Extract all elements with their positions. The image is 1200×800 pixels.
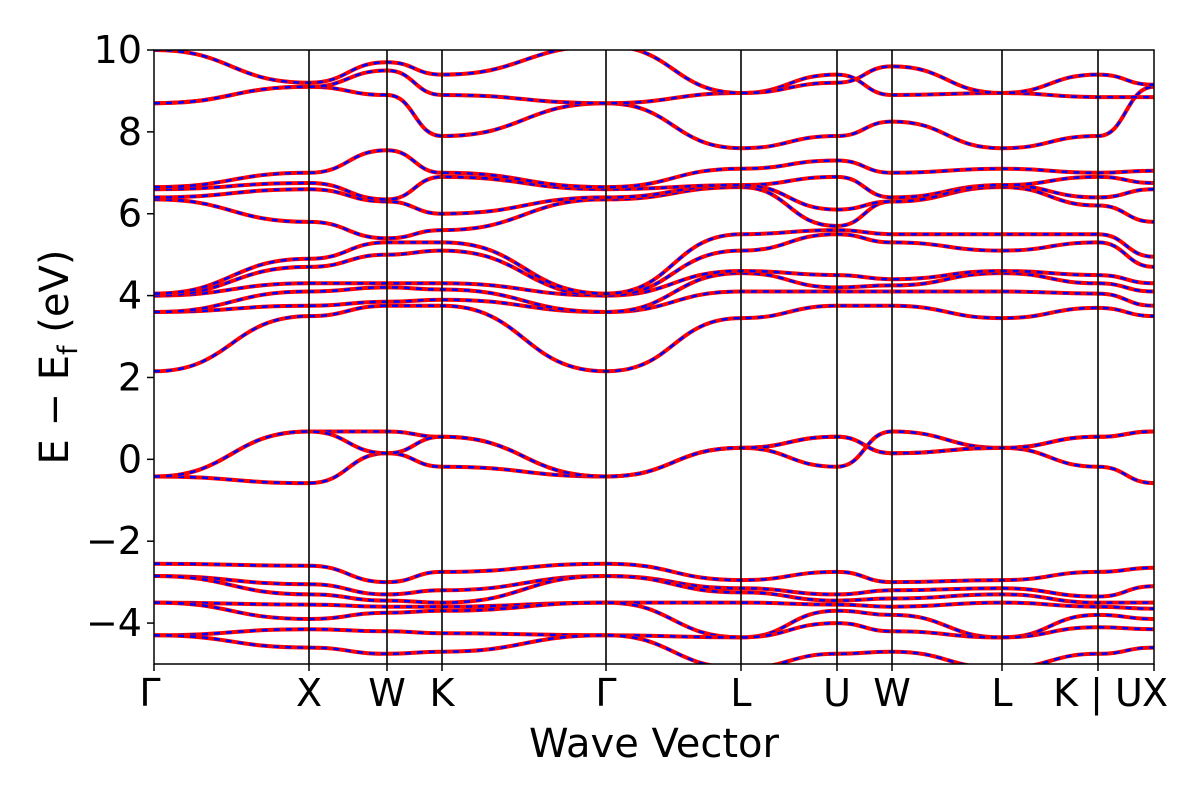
- band-line-blue-dashed: [154, 574, 1154, 598]
- band-17: [154, 561, 1154, 585]
- y-axis-label: E − Ef (eV): [32, 250, 84, 465]
- x-tick-label: U: [823, 671, 851, 715]
- band-line-red: [154, 633, 1154, 664]
- band-line-blue-dashed: [154, 290, 1154, 314]
- band-14: [154, 84, 1154, 151]
- y-tick-label: 10: [94, 28, 142, 72]
- x-tick-label: L: [730, 671, 751, 715]
- x-tick-label: Γ: [139, 671, 160, 715]
- band-5: [154, 289, 1154, 315]
- band-12: [154, 174, 1154, 212]
- band-line-blue-dashed: [154, 430, 1154, 485]
- band-line-blue-dashed: [154, 601, 1154, 610]
- band-9: [154, 228, 1154, 296]
- y-axis-label-subscript: f: [53, 344, 84, 355]
- band-6: [154, 271, 1154, 315]
- band-line-red: [154, 232, 1154, 298]
- band-19: [154, 573, 1154, 605]
- y-axis-label-main: E − E: [32, 355, 78, 465]
- band-line-blue-dashed: [154, 228, 1154, 295]
- band-20: [154, 600, 1154, 611]
- x-tick-label: K: [430, 671, 456, 715]
- band-line-red: [154, 573, 1154, 605]
- band-line-red: [154, 561, 1154, 585]
- band-line-red: [154, 303, 1154, 374]
- band-21: [154, 600, 1154, 640]
- y-tick-label: 0: [118, 437, 142, 481]
- band-line-red: [154, 68, 1154, 106]
- band-18: [154, 573, 1154, 599]
- band-line-blue-dashed: [154, 621, 1154, 639]
- y-axis-ticks: −4 −2 0 2 4 6 8 10: [86, 28, 154, 645]
- band-line-blue-dashed: [154, 69, 1154, 105]
- y-tick-label: −2: [86, 519, 142, 563]
- band-22: [154, 621, 1154, 640]
- band-line-blue-dashed: [154, 50, 1154, 95]
- band-line-red: [154, 84, 1154, 151]
- band-13: [154, 148, 1154, 190]
- band-line-blue-dashed: [154, 185, 1154, 240]
- band-line-red: [154, 600, 1154, 611]
- y-tick-label: 8: [118, 110, 142, 154]
- band-line-red: [154, 600, 1154, 640]
- x-tick-label: W: [368, 671, 406, 715]
- band-line-blue-dashed: [154, 634, 1154, 664]
- band-line-blue-dashed: [154, 304, 1154, 373]
- y-tick-label: 6: [118, 192, 142, 236]
- band-line-blue-dashed: [154, 85, 1154, 150]
- band-7: [154, 268, 1154, 298]
- x-tick-label: Γ: [595, 671, 616, 715]
- band-4: [154, 303, 1154, 374]
- x-tick-label: X: [1142, 671, 1168, 715]
- band-1: [154, 429, 1154, 486]
- band-16: [154, 50, 1154, 96]
- x-tick-label: K | U: [1053, 671, 1143, 716]
- band-line-red: [154, 621, 1154, 640]
- y-tick-label: 4: [118, 274, 142, 318]
- band-line-blue-dashed: [154, 232, 1154, 297]
- high-symmetry-lines: [308, 50, 1099, 664]
- band-lines: [154, 50, 1154, 664]
- band-line-red: [154, 429, 1154, 486]
- band-line-red: [154, 268, 1154, 298]
- band-23: [154, 633, 1154, 664]
- band-3: [154, 429, 1154, 479]
- y-axis-label-unit: (eV): [32, 250, 78, 346]
- band-line-blue-dashed: [154, 149, 1154, 189]
- band-line-red: [154, 429, 1154, 486]
- x-tick-label: W: [873, 671, 911, 715]
- x-tick-label: L: [991, 671, 1012, 715]
- y-tick-label: 2: [118, 355, 142, 399]
- band-8: [154, 232, 1154, 298]
- y-tick-label: −4: [86, 601, 142, 645]
- band-line-red: [154, 429, 1154, 479]
- band-2: [154, 429, 1154, 486]
- x-axis-label: Wave Vector: [529, 721, 780, 767]
- plot-frame: [153, 49, 1155, 665]
- band-line-blue-dashed: [154, 175, 1154, 211]
- band-line-blue-dashed: [154, 271, 1154, 314]
- x-tick-label: X: [296, 671, 322, 715]
- band-line-blue-dashed: [154, 430, 1154, 485]
- band-15: [154, 68, 1154, 106]
